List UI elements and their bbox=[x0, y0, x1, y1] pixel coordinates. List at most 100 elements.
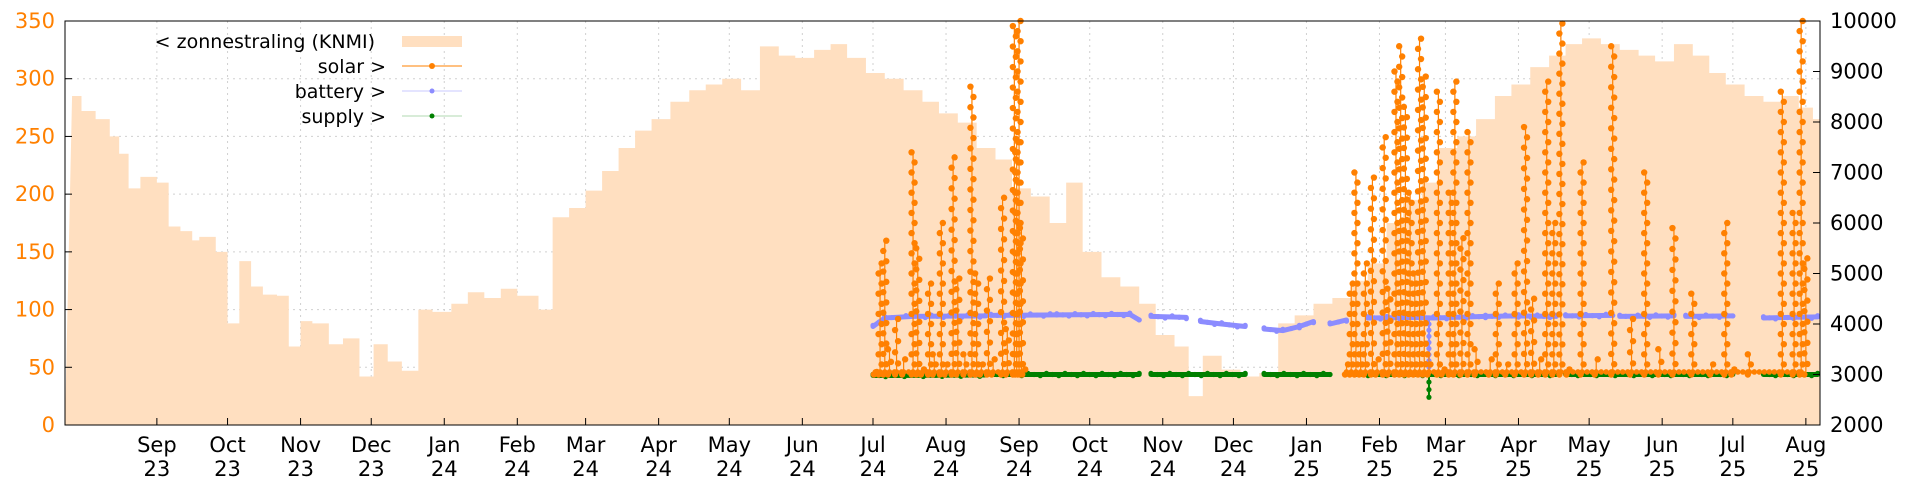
battery-point bbox=[1426, 315, 1432, 321]
solar-point bbox=[1448, 361, 1455, 368]
solar-point bbox=[1724, 260, 1731, 267]
solar-point bbox=[1394, 118, 1401, 126]
solar-point bbox=[1017, 199, 1024, 206]
solar-point bbox=[983, 349, 991, 357]
solar-point bbox=[1002, 325, 1009, 333]
solar-point bbox=[1633, 369, 1640, 375]
solar-point bbox=[1436, 199, 1444, 206]
solar-point bbox=[1433, 290, 1441, 297]
solar-point bbox=[1610, 258, 1618, 265]
battery-point bbox=[1562, 312, 1569, 318]
solar-point bbox=[967, 227, 974, 234]
solar-point bbox=[1495, 300, 1502, 307]
battery-point bbox=[1809, 315, 1815, 321]
solar-point bbox=[967, 206, 974, 214]
solar-point bbox=[1610, 176, 1618, 183]
solar-point bbox=[1643, 300, 1651, 307]
solar-point bbox=[939, 341, 947, 348]
solar-point bbox=[1603, 369, 1610, 375]
solar-point bbox=[986, 339, 994, 346]
solar-point bbox=[887, 358, 895, 366]
solar-point bbox=[1382, 237, 1389, 244]
solar-point bbox=[1643, 179, 1651, 186]
solar-point bbox=[1452, 369, 1458, 375]
solar-point bbox=[1349, 320, 1356, 328]
solar-point bbox=[1410, 270, 1417, 277]
x-tick-month: Apr bbox=[1500, 433, 1537, 457]
solar-point bbox=[1789, 229, 1796, 237]
solar-point bbox=[1363, 341, 1371, 348]
solar-point bbox=[1577, 229, 1584, 237]
solar-point bbox=[1448, 300, 1455, 307]
solar-point bbox=[1556, 331, 1563, 338]
solar-point bbox=[911, 219, 918, 227]
solar-point bbox=[1780, 361, 1788, 368]
right-tick-label: 5000 bbox=[1830, 262, 1883, 286]
solar-point bbox=[1721, 351, 1728, 358]
supply-point bbox=[1426, 379, 1432, 385]
supply-point bbox=[1179, 373, 1185, 379]
solar-point bbox=[1379, 144, 1386, 151]
solar-point bbox=[948, 288, 955, 295]
solar-point bbox=[1395, 207, 1403, 214]
solar-point bbox=[1370, 257, 1378, 264]
solar-point bbox=[999, 369, 1006, 375]
solar-point bbox=[883, 299, 890, 306]
solar-point bbox=[1416, 369, 1423, 375]
solar-point bbox=[1433, 169, 1441, 176]
left-tick-label: 50 bbox=[28, 355, 55, 379]
solar-point bbox=[884, 346, 892, 353]
solar-point bbox=[997, 246, 1005, 253]
solar-point bbox=[1789, 330, 1796, 338]
solar-point bbox=[1360, 351, 1368, 358]
left-tick-label: 350 bbox=[15, 9, 55, 33]
solar-point bbox=[1784, 369, 1791, 375]
solar-point bbox=[1647, 369, 1654, 375]
battery-point bbox=[1766, 315, 1773, 321]
solar-point bbox=[1559, 80, 1566, 87]
solar-point bbox=[1523, 299, 1531, 306]
solar-point bbox=[1354, 179, 1361, 186]
battery-point bbox=[1047, 311, 1053, 317]
solar-point bbox=[908, 351, 915, 358]
solar-point bbox=[1417, 76, 1425, 83]
battery-point bbox=[1127, 310, 1133, 316]
solar-point bbox=[1387, 296, 1394, 303]
solar-point bbox=[1799, 219, 1806, 227]
solar-point bbox=[1387, 360, 1394, 367]
solar-point bbox=[927, 320, 935, 328]
x-tick-year: 25 bbox=[1719, 457, 1746, 480]
solar-point bbox=[986, 296, 994, 304]
solar-point bbox=[1370, 340, 1378, 347]
solar-point bbox=[1445, 310, 1452, 318]
solar-point bbox=[1556, 250, 1563, 258]
supply-point bbox=[1148, 370, 1154, 376]
solar-point bbox=[1523, 175, 1531, 182]
solar-point bbox=[1433, 351, 1441, 358]
solar-point bbox=[1410, 310, 1417, 318]
solar-point bbox=[1669, 245, 1676, 253]
battery-point bbox=[1267, 326, 1273, 333]
battery-point bbox=[1234, 324, 1240, 330]
solar-point bbox=[1410, 351, 1417, 358]
solar-point bbox=[1400, 186, 1408, 193]
solar-point bbox=[1708, 369, 1715, 375]
solar-point bbox=[924, 310, 932, 318]
solar-point bbox=[1669, 224, 1676, 232]
battery-point bbox=[1034, 312, 1040, 318]
solar-point bbox=[1450, 250, 1457, 257]
x-tick-month: Sep bbox=[137, 433, 177, 457]
solar-point bbox=[1545, 361, 1552, 368]
solar-point bbox=[1348, 369, 1355, 375]
supply-point bbox=[1136, 370, 1142, 376]
solar-point bbox=[1672, 360, 1679, 368]
solar-point bbox=[1556, 70, 1563, 77]
solar-point bbox=[1419, 309, 1426, 317]
solar-point bbox=[1520, 185, 1528, 193]
solar-point bbox=[1391, 68, 1398, 75]
solar-point bbox=[1467, 219, 1474, 227]
solar-point bbox=[929, 351, 936, 358]
solar-point bbox=[1391, 169, 1398, 176]
solar-point bbox=[1556, 110, 1563, 117]
solar-point bbox=[1413, 361, 1420, 368]
